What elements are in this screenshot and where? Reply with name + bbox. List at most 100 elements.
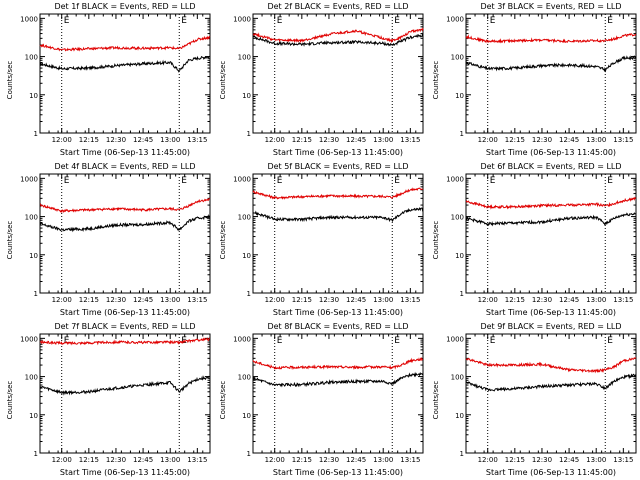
plot-det-2f: 1 10 100 1000 12:00 12:15 12:30 12:45 13:00 13:15…	[233, 13, 424, 144]
y-axis-label: Counts/sec	[432, 220, 440, 260]
x-tick-label: 13:00	[373, 456, 393, 464]
x-tick-label: 12:30	[319, 136, 339, 144]
x-tick-label: 13:00	[160, 296, 180, 304]
event-marker-label: E	[394, 336, 400, 346]
x-tick-label: 13:15	[400, 296, 420, 304]
plot-frame	[39, 333, 211, 454]
y-axis-label: Counts/sec	[219, 380, 227, 420]
x-axis-label: Start Time (06-Sep-13 11:45:00)	[485, 308, 617, 317]
y-tick-label: 100	[238, 54, 251, 62]
x-tick-label: 12:30	[319, 456, 339, 464]
x-tick-label: 12:30	[106, 456, 126, 464]
x-tick-label: 13:15	[400, 456, 420, 464]
y-tick-label: 1	[460, 130, 464, 138]
plot-frame	[252, 13, 424, 134]
plot-det-6f: 1 10 100 1000 12:00 12:15 12:30 12:45 13:00 13:15…	[446, 173, 637, 304]
x-tick-label: 13:15	[187, 456, 207, 464]
x-axis-label: Start Time (06-Sep-13 11:45:00)	[272, 148, 404, 157]
y-tick-label: 10	[455, 412, 464, 420]
events-series-line	[252, 206, 424, 223]
x-tick-label: 13:15	[187, 296, 207, 304]
y-axis-label: Counts/sec	[6, 220, 14, 260]
y-tick-label: 1	[460, 450, 464, 458]
x-tick-label: 12:15	[292, 296, 312, 304]
event-marker-label: E	[277, 336, 283, 346]
panel-det-9f: 1 10 100 1000 12:00 12:15 12:30 12:45 13:00 13:15…	[426, 320, 639, 480]
panel-det-4f: 1 10 100 1000 12:00 12:15 12:30 12:45 13:00 13:15…	[0, 160, 213, 320]
event-marker-label: E	[490, 176, 496, 186]
x-tick-label: 12:30	[319, 296, 339, 304]
y-axis-label: Counts/sec	[6, 60, 14, 100]
x-tick-label: 12:00	[265, 456, 285, 464]
x-tick-label: 12:00	[478, 456, 498, 464]
lld-series-line	[39, 35, 211, 52]
x-tick-label: 12:00	[52, 136, 72, 144]
panel-title: Det 5f BLACK = Events, RED = LLD	[267, 162, 409, 171]
y-tick-label: 1000	[20, 15, 38, 23]
y-tick-label: 10	[242, 252, 251, 260]
panel-det-2f: 1 10 100 1000 12:00 12:15 12:30 12:45 13:00 13:15…	[213, 0, 426, 160]
panel-det-7f: 1 10 100 1000 12:00 12:15 12:30 12:45 13:00 13:15…	[0, 320, 213, 480]
y-tick-label: 1	[247, 450, 251, 458]
event-marker-label: E	[64, 176, 70, 186]
lld-series-line	[465, 357, 637, 374]
x-tick-label: 12:15	[79, 456, 99, 464]
x-tick-label: 13:15	[613, 456, 633, 464]
event-marker-label: E	[277, 176, 283, 186]
y-tick-label: 1	[247, 290, 251, 298]
x-tick-label: 12:45	[559, 456, 579, 464]
events-series-line	[39, 375, 210, 396]
x-tick-label: 12:45	[133, 296, 153, 304]
lld-series-line	[39, 198, 211, 214]
y-tick-label: 1	[34, 450, 38, 458]
plot-frame	[465, 13, 637, 134]
x-tick-label: 12:45	[133, 136, 153, 144]
x-tick-label: 13:00	[586, 136, 606, 144]
events-series-line	[465, 212, 637, 227]
y-tick-label: 100	[451, 214, 464, 222]
x-tick-label: 13:00	[586, 456, 606, 464]
x-tick-label: 12:00	[478, 136, 498, 144]
y-tick-label: 10	[455, 92, 464, 100]
y-axis-label: Counts/sec	[432, 380, 440, 420]
x-tick-label: 12:15	[79, 296, 99, 304]
x-axis-label: Start Time (06-Sep-13 11:45:00)	[59, 468, 191, 477]
x-tick-label: 12:45	[559, 136, 579, 144]
lld-series-line	[465, 196, 636, 210]
x-tick-label: 13:00	[160, 136, 180, 144]
event-marker-label: E	[607, 176, 613, 186]
x-tick-label: 12:45	[133, 456, 153, 464]
x-tick-label: 12:00	[265, 136, 285, 144]
event-marker-label: E	[64, 16, 70, 26]
y-tick-label: 100	[451, 374, 464, 382]
events-series-line	[39, 214, 211, 233]
y-tick-label: 10	[29, 252, 38, 260]
plot-frame	[252, 173, 424, 294]
x-tick-label: 12:00	[265, 296, 285, 304]
y-tick-label: 10	[29, 92, 38, 100]
y-axis-label: Counts/sec	[219, 60, 227, 100]
events-series-line	[40, 55, 211, 73]
plot-det-3f: 1 10 100 1000 12:00 12:15 12:30 12:45 13:00 13:15…	[446, 13, 637, 144]
event-marker-label: E	[181, 176, 187, 186]
y-tick-label: 100	[25, 374, 38, 382]
plot-det-1f: 1 10 100 1000 12:00 12:15 12:30 12:45 13:00 13:15…	[20, 13, 211, 144]
plot-frame	[252, 333, 424, 454]
y-axis-label: Counts/sec	[219, 220, 227, 260]
y-tick-label: 10	[455, 252, 464, 260]
y-axis-label: Counts/sec	[6, 380, 14, 420]
plot-det-5f: 1 10 100 1000 12:00 12:15 12:30 12:45 13:00 13:15…	[233, 173, 424, 304]
y-tick-label: 1000	[20, 175, 38, 183]
x-tick-label: 12:15	[292, 456, 312, 464]
x-tick-label: 13:00	[160, 456, 180, 464]
x-axis-label: Start Time (06-Sep-13 11:45:00)	[272, 308, 404, 317]
x-tick-label: 13:15	[400, 136, 420, 144]
x-tick-label: 13:00	[373, 296, 393, 304]
plot-det-8f: 1 10 100 1000 12:00 12:15 12:30 12:45 13:00 13:15…	[233, 333, 424, 464]
x-tick-label: 12:15	[505, 136, 525, 144]
y-tick-label: 1	[247, 130, 251, 138]
panel-title: Det 1f BLACK = Events, RED = LLD	[54, 2, 196, 11]
x-tick-label: 12:00	[52, 296, 72, 304]
event-marker-label: E	[277, 16, 283, 26]
x-tick-label: 13:15	[613, 296, 633, 304]
